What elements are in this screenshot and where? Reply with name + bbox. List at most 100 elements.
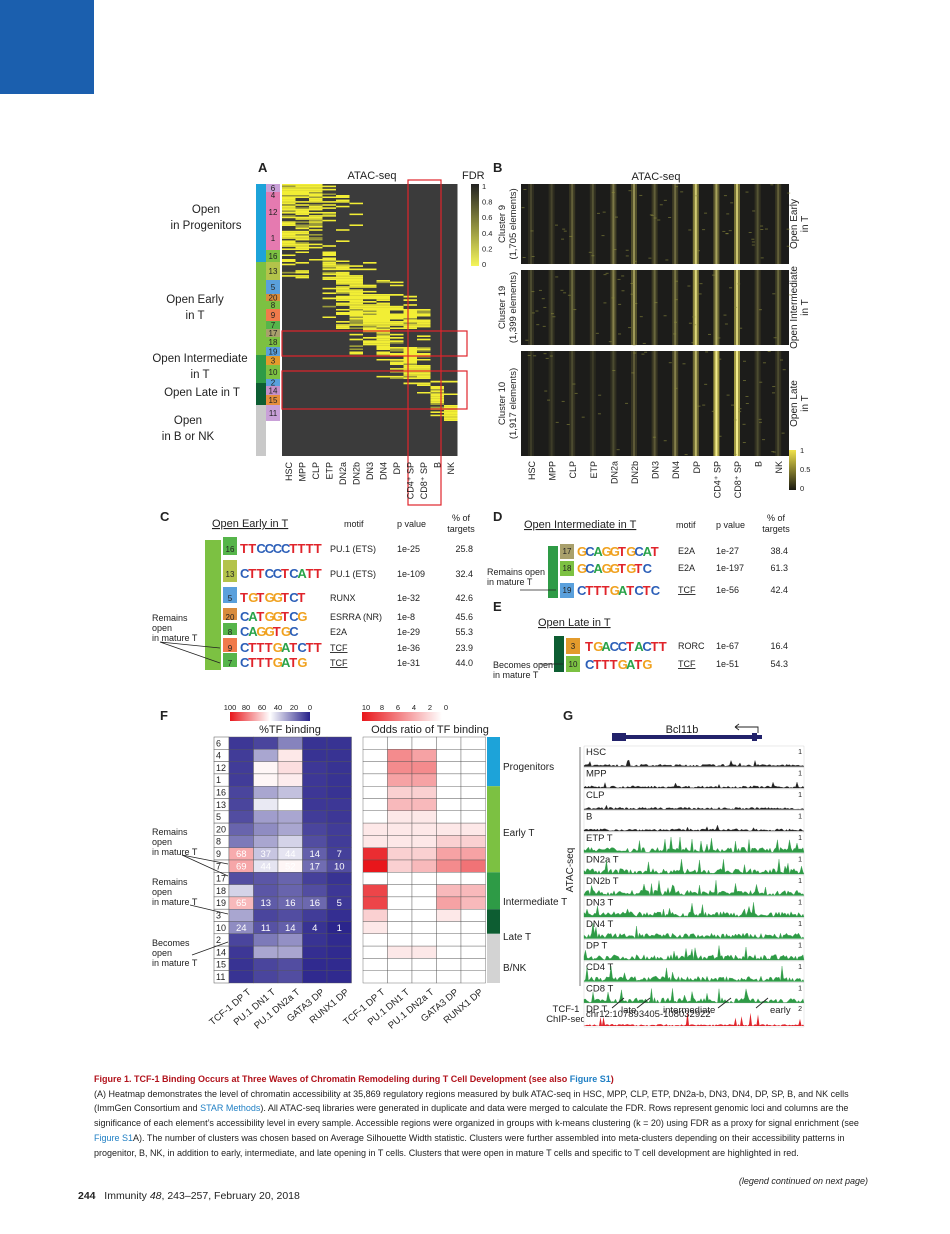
noise	[633, 260, 637, 262]
heatmap-cell	[336, 260, 350, 262]
group-label-4: in B or NK	[162, 431, 215, 443]
profile-core	[777, 184, 780, 264]
cluster-block-label: Cluster 19	[497, 286, 508, 329]
profile-column	[775, 351, 782, 456]
heatmap-cell	[430, 411, 444, 413]
cluster-color-20	[266, 294, 280, 301]
cluster-id-label: 16	[269, 252, 278, 261]
motif-logo-letter: C	[265, 541, 275, 556]
profile-column	[589, 184, 596, 264]
noise	[561, 238, 565, 240]
heatmap-cell	[295, 204, 309, 206]
motif-logo-letter: T	[602, 583, 610, 598]
motif-logo-letter: C	[643, 561, 653, 576]
odds-cell	[362, 810, 388, 824]
header-pvalue: p value	[716, 520, 745, 530]
group-label-3: Open Late in T	[164, 387, 240, 399]
noise	[544, 390, 548, 392]
heatmap-cell	[390, 315, 404, 317]
cluster-color-16	[266, 250, 280, 262]
heatmap-cell	[390, 342, 404, 344]
heatmap-cell	[349, 265, 363, 267]
cluster-color-5	[266, 280, 280, 294]
motif-logo-letter: T	[281, 590, 289, 605]
sample-label: CLP	[568, 461, 578, 479]
row-label: 20	[216, 824, 226, 834]
odds-colorbar	[362, 712, 442, 721]
noise	[759, 381, 763, 383]
heatmap-cell	[295, 216, 309, 219]
figure-s1-link[interactable]: Figure S1	[569, 1074, 611, 1084]
noise	[771, 451, 775, 453]
motif-logo-letter: T	[314, 640, 322, 655]
noise	[782, 369, 786, 371]
heatmap-cell	[336, 229, 350, 231]
heatmap-cell	[309, 237, 323, 239]
heatmap-cell	[390, 318, 404, 320]
heatmap-cell	[403, 351, 417, 353]
signal-colorbar	[789, 450, 796, 490]
figure-s1a-link[interactable]: Figure S1	[94, 1132, 134, 1143]
noise	[574, 392, 578, 394]
heatmap-cell	[282, 215, 296, 217]
pct-cell	[326, 798, 352, 812]
heatmap-cell	[376, 322, 390, 325]
heatmap-cell	[403, 356, 417, 358]
odds-cell	[460, 736, 486, 750]
odds-cell	[411, 958, 437, 971]
heatmap-cell	[444, 416, 458, 418]
pct-cell	[277, 835, 303, 848]
noise	[726, 213, 730, 215]
heatmap-cell	[363, 340, 377, 342]
noise	[786, 228, 790, 230]
heatmap-cell	[417, 371, 431, 373]
group-label-2: in T	[191, 369, 210, 381]
noise	[692, 316, 696, 318]
motif-logo-letter: A	[297, 566, 307, 581]
heatmap-cell	[417, 377, 431, 379]
pct-cell	[302, 933, 328, 947]
noise	[781, 432, 785, 434]
pct-cell	[228, 810, 254, 824]
noise	[788, 294, 792, 296]
motif-logo-letter: G	[642, 657, 652, 672]
heatmap-cell	[376, 319, 390, 321]
noise	[673, 321, 677, 323]
group-bar	[487, 786, 500, 873]
pct-cell	[277, 884, 303, 898]
noise	[555, 276, 559, 278]
motif-logo-letter: T	[281, 566, 289, 581]
panel-letter-f: F	[160, 708, 168, 723]
noise	[668, 216, 672, 218]
noise	[536, 324, 540, 326]
odds-cell	[436, 822, 462, 836]
profile-column	[631, 270, 637, 345]
star-methods-link[interactable]: STAR Methods	[200, 1103, 261, 1114]
heatmap-cell	[322, 262, 336, 264]
odds-cell	[411, 872, 437, 885]
motif-logo-letter: T	[643, 583, 651, 598]
heatmap-cell	[390, 363, 404, 365]
profile-column	[754, 270, 761, 345]
profile-core	[694, 184, 697, 264]
noise	[695, 195, 699, 197]
motif-logo-letter: G	[577, 544, 587, 559]
pct-value: 17	[309, 861, 320, 872]
track-max: 1	[798, 749, 802, 756]
heatmap-cell	[403, 368, 417, 370]
noise	[543, 353, 547, 355]
pct-value: 68	[236, 849, 247, 860]
heatmap-cell	[403, 315, 417, 317]
heatmap-cell	[390, 360, 404, 362]
heatmap-cell	[403, 353, 417, 355]
noise	[608, 341, 612, 343]
heatmap-cell	[417, 315, 431, 317]
noise	[684, 454, 688, 456]
heatmap-cell	[376, 316, 390, 318]
row-label: 6	[216, 738, 221, 748]
heatmap-cell	[390, 348, 404, 350]
heatmap-cell	[282, 242, 296, 244]
heatmap-cell	[403, 318, 417, 320]
noise	[758, 309, 762, 311]
odds-cell	[411, 773, 437, 787]
